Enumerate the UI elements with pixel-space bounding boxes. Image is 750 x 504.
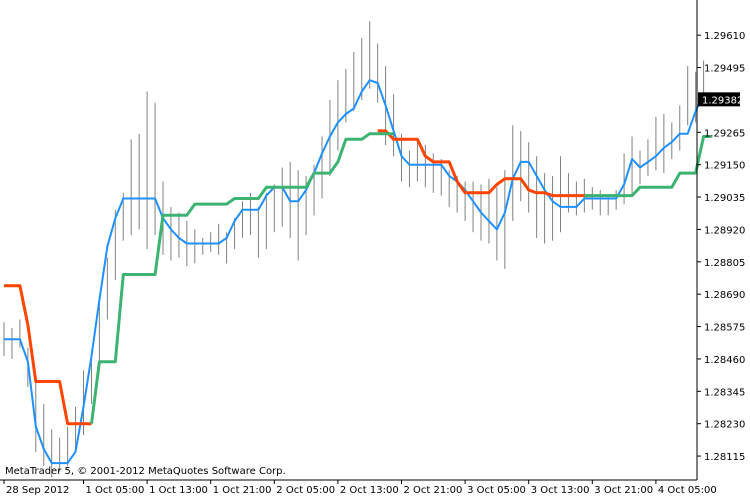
price-tick-label: 1.28115 [704, 452, 745, 463]
downtrend-line-series [4, 284, 92, 426]
time-tick-label: 2 Oct 13:00 [340, 485, 399, 496]
uptrend-line-series [90, 132, 394, 424]
price-line-series [4, 79, 712, 465]
chart-axes [0, 0, 698, 481]
time-tick-label: 3 Oct 05:00 [467, 485, 526, 496]
price-tick-label: 1.28805 [704, 258, 745, 269]
price-tick-label: 1.28575 [704, 323, 745, 334]
downtrend-line-series [377, 129, 593, 198]
time-tick-label: 3 Oct 21:00 [594, 485, 653, 496]
copyright-text: MetaTrader 5, © 2001-2012 MetaQuotes Sof… [5, 466, 286, 477]
price-tick-label: 1.29035 [704, 193, 745, 204]
time-tick-label: 4 Oct 05:00 [658, 485, 717, 496]
time-tick-label: 2 Oct 21:00 [404, 485, 463, 496]
price-tick-label: 1.29265 [704, 128, 745, 139]
indicator-lines [4, 79, 712, 465]
time-tick-label: 1 Oct 13:00 [149, 485, 208, 496]
time-scale: 28 Sep 2012 1 Oct 05:00 1 Oct 13:00 1 Oct 2… [3, 480, 717, 496]
price-tick-label: 1.28345 [704, 387, 745, 398]
current-price-label: 1.29382 [702, 95, 743, 106]
price-tick-label: 1.28920 [704, 225, 745, 236]
price-scale: 1.29610 1.29495 1.29265 1.29150 1.29035 1.289… [697, 31, 745, 463]
time-tick-label: 28 Sep 2012 [6, 485, 69, 496]
time-tick-label: 1 Oct 05:00 [86, 485, 145, 496]
price-tick-label: 1.29610 [704, 31, 745, 42]
price-tick-label: 1.28460 [704, 355, 745, 366]
time-tick-label: 3 Oct 13:00 [531, 485, 590, 496]
price-tick-label: 1.29150 [704, 161, 745, 172]
price-tick-label: 1.28230 [704, 420, 745, 431]
uptrend-line-series [584, 135, 712, 198]
current-price-label-background [698, 92, 740, 107]
time-tick-label: 1 Oct 21:00 [213, 485, 272, 496]
price-tick-label: 1.28690 [704, 290, 745, 301]
time-tick-label: 2 Oct 05:00 [276, 485, 335, 496]
price-tick-label: 1.29495 [704, 64, 745, 75]
current-price-marker: 1.29382 [698, 92, 743, 107]
